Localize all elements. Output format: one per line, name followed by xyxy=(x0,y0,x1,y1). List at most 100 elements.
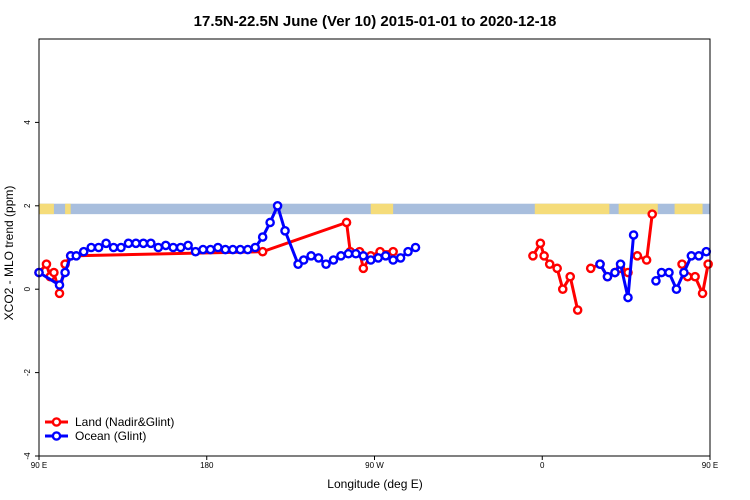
data-point xyxy=(623,292,633,303)
data-point xyxy=(602,271,613,282)
data-point xyxy=(380,251,391,261)
data-point xyxy=(78,246,89,257)
data-point xyxy=(557,284,568,295)
y-tick-label: -4 xyxy=(23,452,32,460)
data-point xyxy=(190,246,201,257)
data-point xyxy=(528,251,538,261)
data-point xyxy=(321,259,331,269)
land-segment xyxy=(370,203,394,215)
data-point xyxy=(388,246,398,257)
data-point xyxy=(671,284,682,295)
data-point xyxy=(265,217,275,228)
data-point xyxy=(41,259,52,269)
data-point xyxy=(615,259,626,269)
data-point xyxy=(250,242,261,253)
data-point xyxy=(116,242,126,253)
data-point xyxy=(153,242,164,253)
data-point xyxy=(632,251,643,261)
data-point xyxy=(686,251,697,261)
data-point xyxy=(123,238,134,249)
x-tick-label: 90 E xyxy=(31,461,47,470)
data-point xyxy=(86,242,96,253)
legend-marker xyxy=(51,431,62,441)
x-axis: 90 E 180 90 W 0 90 E xyxy=(31,456,718,470)
data-point xyxy=(198,244,208,255)
data-point xyxy=(647,209,658,219)
data-point xyxy=(697,288,708,299)
data-point xyxy=(403,246,413,257)
data-point xyxy=(138,238,149,249)
data-point xyxy=(539,251,549,261)
data-point xyxy=(679,267,689,278)
data-point xyxy=(108,242,119,253)
data-point xyxy=(552,263,562,274)
x-tick-label: 90 E xyxy=(702,461,718,470)
data-point xyxy=(280,226,290,236)
data-point xyxy=(298,255,309,265)
y-tick-label: 0 xyxy=(23,286,32,291)
data-point xyxy=(343,248,354,259)
legend-label: Ocean (Glint) xyxy=(75,429,146,443)
data-point xyxy=(60,267,70,278)
data-point xyxy=(242,244,253,255)
data-point xyxy=(373,253,384,263)
data-point xyxy=(595,259,605,269)
data-point xyxy=(183,240,193,251)
data-point xyxy=(328,255,339,265)
data-point xyxy=(677,259,687,269)
data-point xyxy=(585,263,596,274)
data-point xyxy=(358,263,369,274)
data-point xyxy=(535,238,546,249)
y-tick-label: -2 xyxy=(23,368,32,376)
data-point xyxy=(656,267,667,278)
data-point xyxy=(175,242,186,253)
data-point xyxy=(131,238,141,249)
data-point xyxy=(544,259,555,269)
data-point xyxy=(628,230,639,240)
data-point xyxy=(694,251,704,261)
data-point xyxy=(54,280,65,290)
data-point xyxy=(641,255,652,265)
data-point xyxy=(257,246,268,257)
data-point xyxy=(220,244,231,255)
data-point xyxy=(93,242,104,253)
y-axis: -4 -2 0 2 4 xyxy=(23,120,39,460)
data-point xyxy=(235,244,246,255)
data-point xyxy=(358,251,369,261)
legend-marker xyxy=(51,417,62,427)
y-tick-label: 2 xyxy=(23,203,32,208)
data-point xyxy=(272,200,283,211)
legend-label: Land (Nadir&Glint) xyxy=(75,415,174,429)
data-point xyxy=(610,267,620,278)
data-point xyxy=(205,244,216,255)
data-point xyxy=(701,246,712,257)
data-point xyxy=(703,259,713,269)
data-point xyxy=(664,267,674,278)
data-point xyxy=(146,238,156,249)
data-point xyxy=(49,267,59,278)
data-point xyxy=(572,305,583,315)
data-point xyxy=(690,271,700,282)
x-tick-label: 0 xyxy=(540,461,545,470)
data-point xyxy=(228,244,238,255)
data-point xyxy=(336,251,346,261)
data-point xyxy=(306,251,316,261)
x-axis-label: Longitude (deg E) xyxy=(327,477,422,491)
data-point xyxy=(395,253,406,263)
data-point xyxy=(388,255,398,265)
data-point xyxy=(160,240,171,251)
land-segment xyxy=(534,203,610,215)
x-tick-label: 180 xyxy=(200,461,214,470)
series-layer xyxy=(34,200,713,315)
land-segment xyxy=(674,203,703,215)
chart-title: 17.5N-22.5N June (Ver 10) 2015-01-01 to … xyxy=(194,13,557,30)
data-point xyxy=(313,253,324,263)
data-point xyxy=(651,276,661,286)
y-axis-label: XCO2 - MLO trend (ppm) xyxy=(2,186,16,321)
data-point xyxy=(341,217,352,228)
data-point xyxy=(54,288,65,299)
data-point xyxy=(257,232,268,242)
legend: Land (Nadir&Glint)Ocean (Glint) xyxy=(45,415,174,443)
data-point xyxy=(351,248,361,259)
land-segment xyxy=(39,203,54,215)
